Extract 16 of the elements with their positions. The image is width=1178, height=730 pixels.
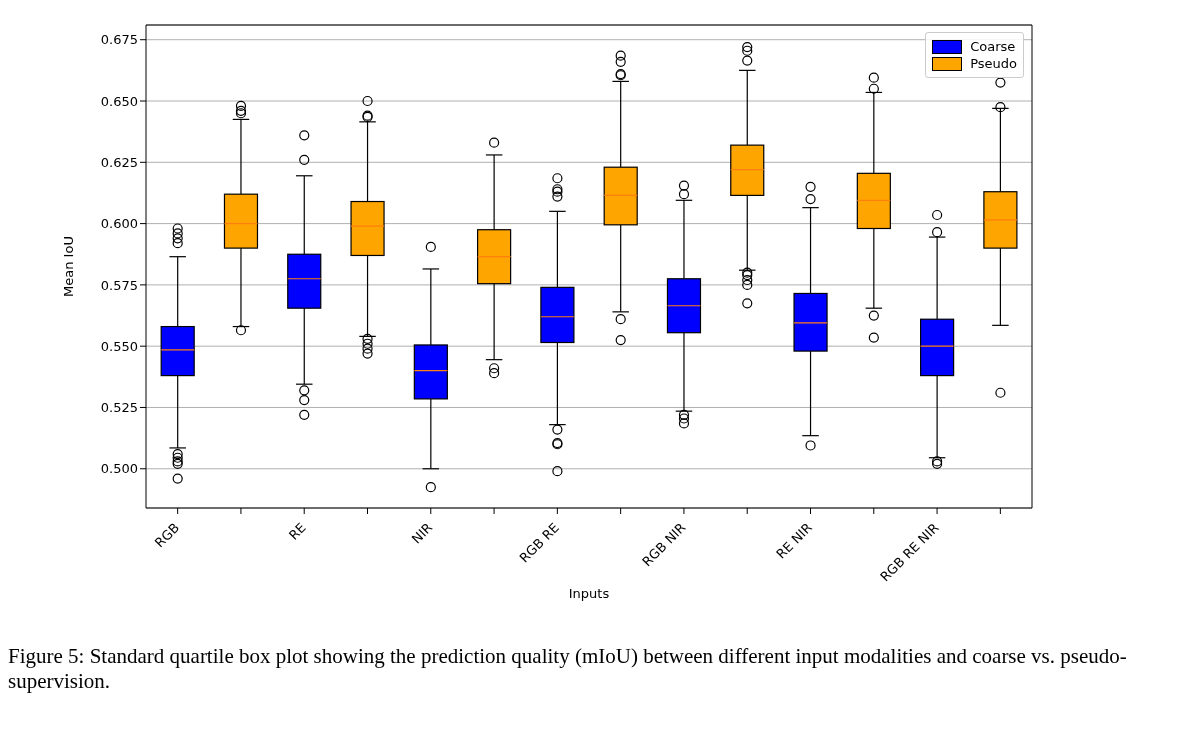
x-tick-label: RE NIR: [773, 519, 816, 562]
y-tick-label: 0.550: [100, 338, 138, 354]
y-tick-label: 0.525: [100, 400, 138, 416]
y-tick-label: 0.675: [100, 32, 138, 48]
y-tick-label: 0.500: [100, 461, 138, 477]
x-tick-label: NIR: [408, 519, 436, 547]
y-tick-label: 0.650: [100, 93, 138, 109]
x-tick-label: RE: [286, 519, 309, 543]
y-tick-label: 0.600: [100, 216, 138, 232]
y-tick-label: 0.575: [100, 277, 138, 293]
y-axis-title: Mean IoU: [60, 236, 76, 297]
legend-label: Coarse: [970, 39, 1016, 54]
y-tick-label: 0.625: [100, 154, 138, 170]
x-axis-title: Inputs: [568, 586, 610, 601]
legend-label: Pseudo: [970, 56, 1017, 71]
caption: Figure 5: Standard quartile box plot showing the prediction quality (mIoU) between different input modalities and coarse vs. pseudo-supervision.: [8, 644, 1128, 694]
